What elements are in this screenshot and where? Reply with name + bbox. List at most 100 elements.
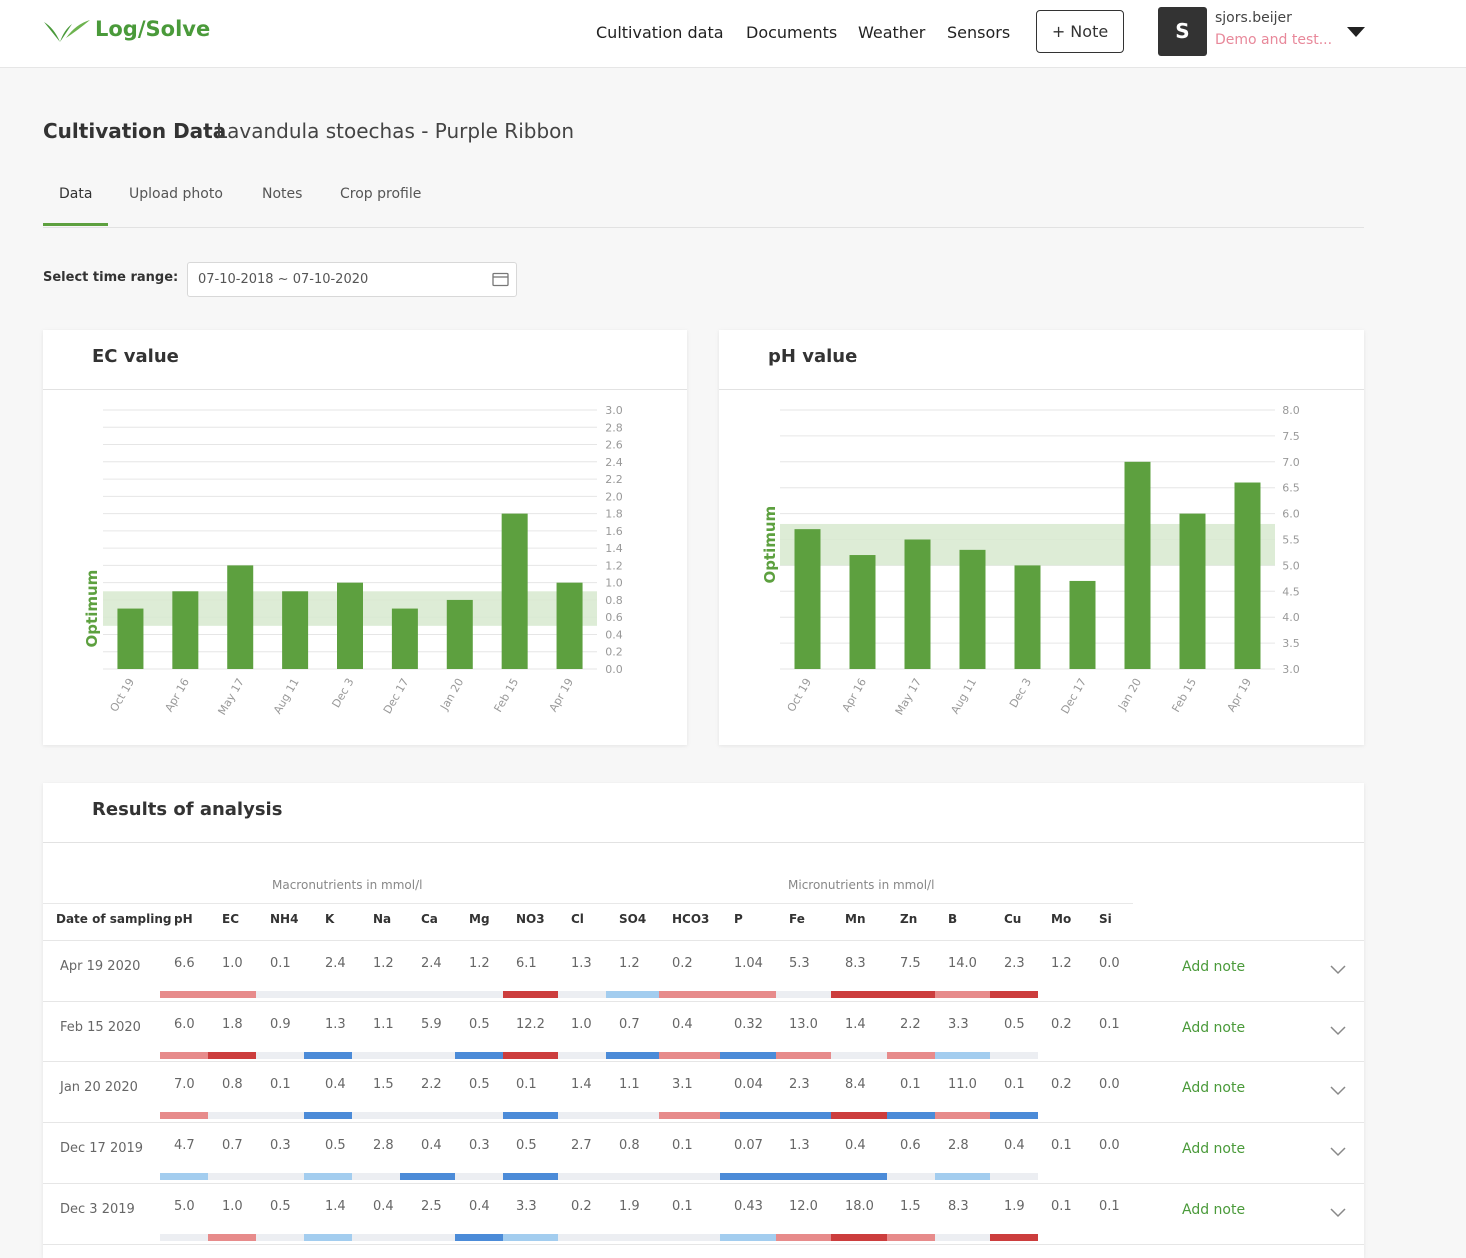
cell-value: 0.4: [325, 1077, 346, 1093]
column-header: HCO3: [672, 912, 710, 926]
status-bar: [935, 1051, 990, 1059]
table-title: Results of analysis: [92, 799, 283, 820]
expand-row[interactable]: [1330, 1086, 1346, 1096]
column-header: Ca: [421, 912, 438, 926]
chart: 3.0 3.5 4.0 4.5 5.0 5.5 6.0 6.5 7.0 7.5 8.0 Optimum…: [761, 404, 1300, 717]
cell-value: 2.3: [789, 1077, 810, 1093]
y-tick-label: 4.5: [1282, 585, 1300, 598]
logo[interactable]: Log/Solve: [95, 17, 211, 41]
status-bar: [304, 1051, 352, 1059]
status-bar: [304, 991, 352, 998]
status-bar: [558, 1233, 606, 1241]
cell-value: 5.0: [174, 1198, 195, 1214]
cell-value: 1.2: [619, 956, 640, 971]
row-divider: [43, 1000, 1364, 1002]
cell-value: 0.4: [672, 1016, 693, 1032]
tab[interactable]: Upload photo: [129, 186, 223, 202]
cell-value: 0.8: [619, 1138, 640, 1154]
status-bar: [776, 1112, 831, 1120]
user-menu-toggle[interactable]: [1346, 26, 1366, 38]
cell-value: 0.2: [672, 956, 693, 971]
cell-value: 2.2: [900, 1016, 921, 1032]
nav-link[interactable]: Sensors: [947, 23, 1011, 42]
status-bar: [503, 991, 558, 998]
cell-value: 2.8: [373, 1138, 394, 1154]
status-bar: [606, 991, 659, 998]
add-note-link[interactable]: Add note: [1182, 1080, 1246, 1097]
note-button[interactable]: + Note: [1036, 10, 1124, 53]
chart-card: pH value 3.0 3.5 4.0 4.5 5.0 5.5 6.0 6.5 7.0 7.5 8…: [719, 330, 1364, 745]
tab[interactable]: Crop profile: [340, 186, 422, 202]
x-tick-label: Aug 11: [271, 676, 302, 716]
add-note-link[interactable]: Add note: [1182, 1201, 1246, 1218]
status-bar: [831, 1112, 887, 1120]
tab[interactable]: Data: [59, 186, 93, 202]
bar: [172, 591, 199, 669]
status-bar: [400, 1112, 455, 1120]
cell-value: 1.2: [1051, 956, 1072, 971]
y-tick-label: 2.8: [605, 421, 623, 434]
row-divider: [43, 1061, 1364, 1063]
add-note-link[interactable]: Add note: [1182, 1019, 1246, 1036]
status-bar: [400, 1051, 455, 1059]
bar: [1234, 482, 1261, 669]
cell-value: 1.4: [571, 1077, 592, 1093]
add-note-link[interactable]: Add note: [1182, 959, 1246, 975]
cell-value: 0.5: [1004, 1016, 1025, 1032]
card-divider: [43, 389, 687, 390]
chart-title: pH value: [768, 346, 858, 367]
cell-value: 1.5: [373, 1077, 394, 1093]
row-divider: [43, 940, 1364, 941]
status-bar: [208, 1112, 256, 1120]
status-bar: [659, 991, 720, 998]
status-bar: [400, 991, 455, 998]
expand-row[interactable]: [1330, 1208, 1346, 1218]
add-note-link[interactable]: Add note: [1182, 1141, 1246, 1158]
status-bar: [606, 1112, 659, 1120]
sample-date: Dec 3 2019: [60, 1201, 135, 1217]
bar: [849, 555, 876, 669]
cell-value: 6.1: [516, 956, 537, 971]
cell-value: 0.5: [469, 1016, 490, 1032]
cell-value: 1.3: [571, 956, 592, 971]
expand-row[interactable]: [1330, 1026, 1346, 1036]
nav-link[interactable]: Documents: [746, 23, 838, 42]
cell-value: 1.9: [619, 1198, 640, 1214]
cell-value: 1.9: [1004, 1198, 1025, 1214]
tab[interactable]: Notes: [262, 186, 303, 202]
column-header: Mo: [1051, 912, 1072, 926]
status-bar: [558, 991, 606, 998]
y-tick-label: 0.0: [605, 663, 623, 676]
status-bar: [208, 1173, 256, 1181]
range-input[interactable]: 07-10-2018 ~ 07-10-2020: [187, 262, 517, 297]
status-bar: [831, 1051, 887, 1059]
calendar-icon: [492, 272, 509, 287]
bar: [1124, 461, 1151, 669]
y-tick-label: 0.2: [605, 646, 623, 659]
cell-value: 0.1: [1051, 1198, 1072, 1214]
cell-value: 0.7: [619, 1016, 640, 1032]
range-label: Select time range:: [43, 270, 179, 285]
cell-value: 0.5: [469, 1077, 490, 1093]
x-tick-label: May 17: [893, 676, 924, 717]
nav-link[interactable]: Weather: [858, 23, 926, 42]
x-tick-label: Aug 11: [948, 676, 979, 716]
status-bar: [720, 1051, 776, 1059]
cell-value: 0.1: [270, 956, 291, 971]
status-bar: [887, 1233, 935, 1241]
status-bar: [503, 1112, 558, 1120]
expand-row[interactable]: [1330, 1147, 1346, 1157]
nav-link[interactable]: Cultivation data: [596, 23, 724, 42]
x-tick-label: Jan 20: [1115, 676, 1144, 713]
avatar[interactable]: S: [1158, 7, 1207, 56]
column-header: Na: [373, 912, 392, 926]
status-bar: [455, 1051, 503, 1059]
status-bar: [659, 1051, 720, 1059]
status-bar: [659, 1233, 720, 1241]
column-header: pH: [174, 912, 193, 926]
expand-row[interactable]: [1330, 965, 1346, 975]
cell-value: 11.0: [948, 1077, 977, 1093]
sample-date: Apr 19 2020: [60, 959, 141, 974]
y-tick-label: 2.4: [605, 456, 623, 469]
